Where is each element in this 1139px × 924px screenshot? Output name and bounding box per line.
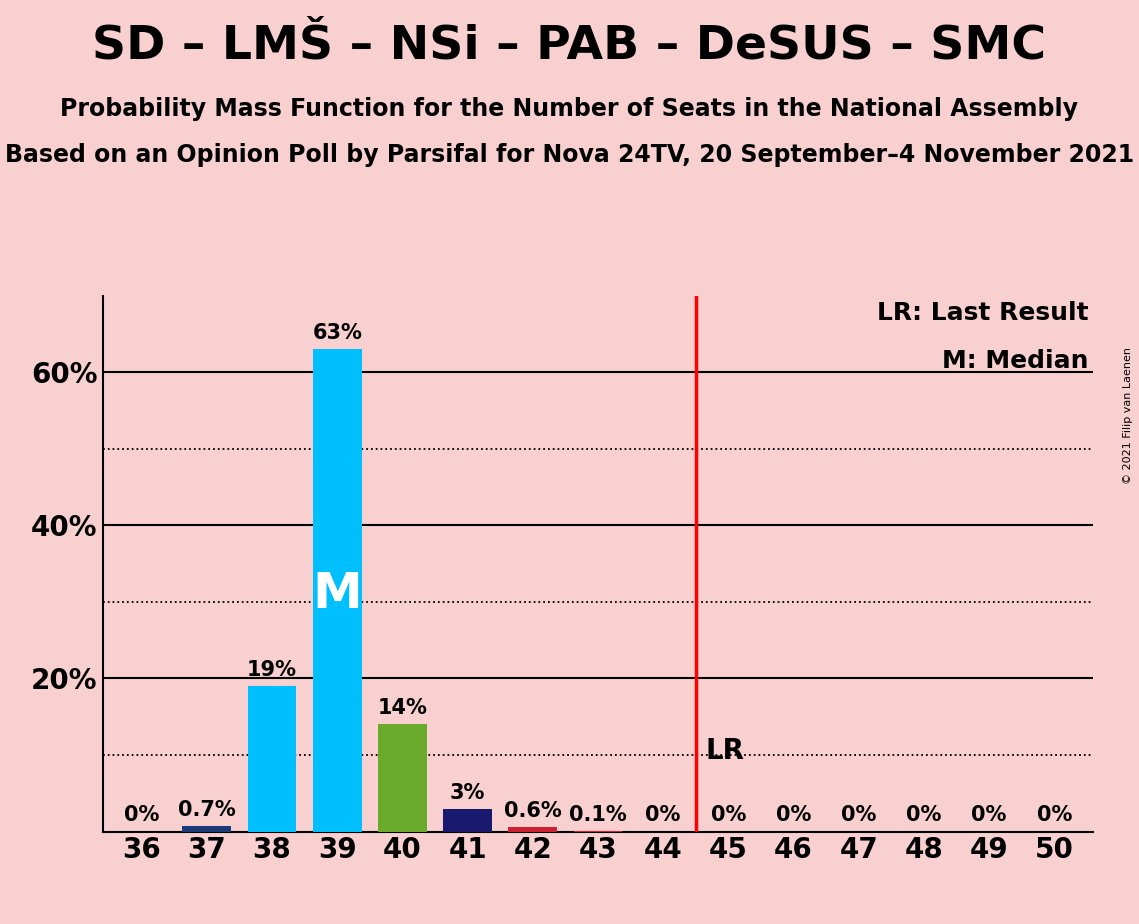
Text: 0%: 0% xyxy=(711,806,746,825)
Text: 0%: 0% xyxy=(124,806,159,825)
Text: 14%: 14% xyxy=(377,699,427,718)
Text: 0%: 0% xyxy=(1036,806,1072,825)
Text: 0%: 0% xyxy=(841,806,876,825)
Text: 19%: 19% xyxy=(247,660,297,680)
Text: SD – LMŠ – NSi – PAB – DeSUS – SMC: SD – LMŠ – NSi – PAB – DeSUS – SMC xyxy=(92,23,1047,68)
Text: 0%: 0% xyxy=(972,806,1007,825)
Text: © 2021 Filip van Laenen: © 2021 Filip van Laenen xyxy=(1123,347,1133,484)
Text: LR: Last Result: LR: Last Result xyxy=(877,301,1089,325)
Text: 0%: 0% xyxy=(907,806,942,825)
Text: M: M xyxy=(312,570,362,618)
Bar xyxy=(443,808,492,832)
Text: 63%: 63% xyxy=(312,323,362,343)
Bar xyxy=(182,826,231,832)
Text: LR: LR xyxy=(705,737,745,765)
Text: 0%: 0% xyxy=(646,806,681,825)
Text: 3%: 3% xyxy=(450,783,485,803)
Bar xyxy=(378,724,427,832)
Bar xyxy=(313,349,362,832)
Bar xyxy=(508,827,557,832)
Text: 0.7%: 0.7% xyxy=(178,800,236,821)
Bar xyxy=(247,687,296,832)
Text: Based on an Opinion Poll by Parsifal for Nova 24TV, 20 September–4 November 2021: Based on an Opinion Poll by Parsifal for… xyxy=(5,143,1134,167)
Text: Probability Mass Function for the Number of Seats in the National Assembly: Probability Mass Function for the Number… xyxy=(60,97,1079,121)
Text: M: Median: M: Median xyxy=(942,349,1089,373)
Text: 0%: 0% xyxy=(776,806,811,825)
Text: 0.1%: 0.1% xyxy=(570,805,626,825)
Text: 0.6%: 0.6% xyxy=(503,801,562,821)
